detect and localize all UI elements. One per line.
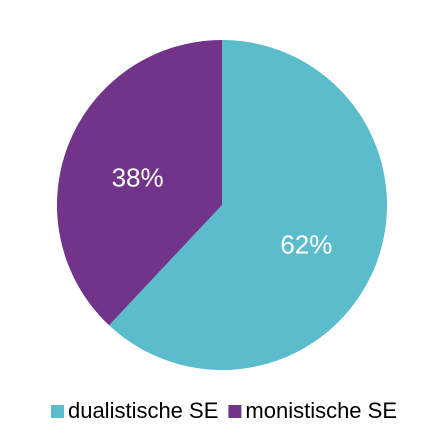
data-label: 38% <box>112 162 164 192</box>
pie-slice <box>57 40 223 326</box>
legend-label: dualistische SE <box>68 398 218 423</box>
legend-swatch <box>50 405 64 418</box>
pie-slice <box>109 40 388 371</box>
legend-swatch <box>228 405 242 418</box>
legend-label: monistische SE <box>245 398 397 423</box>
data-label: 62% <box>280 229 332 259</box>
